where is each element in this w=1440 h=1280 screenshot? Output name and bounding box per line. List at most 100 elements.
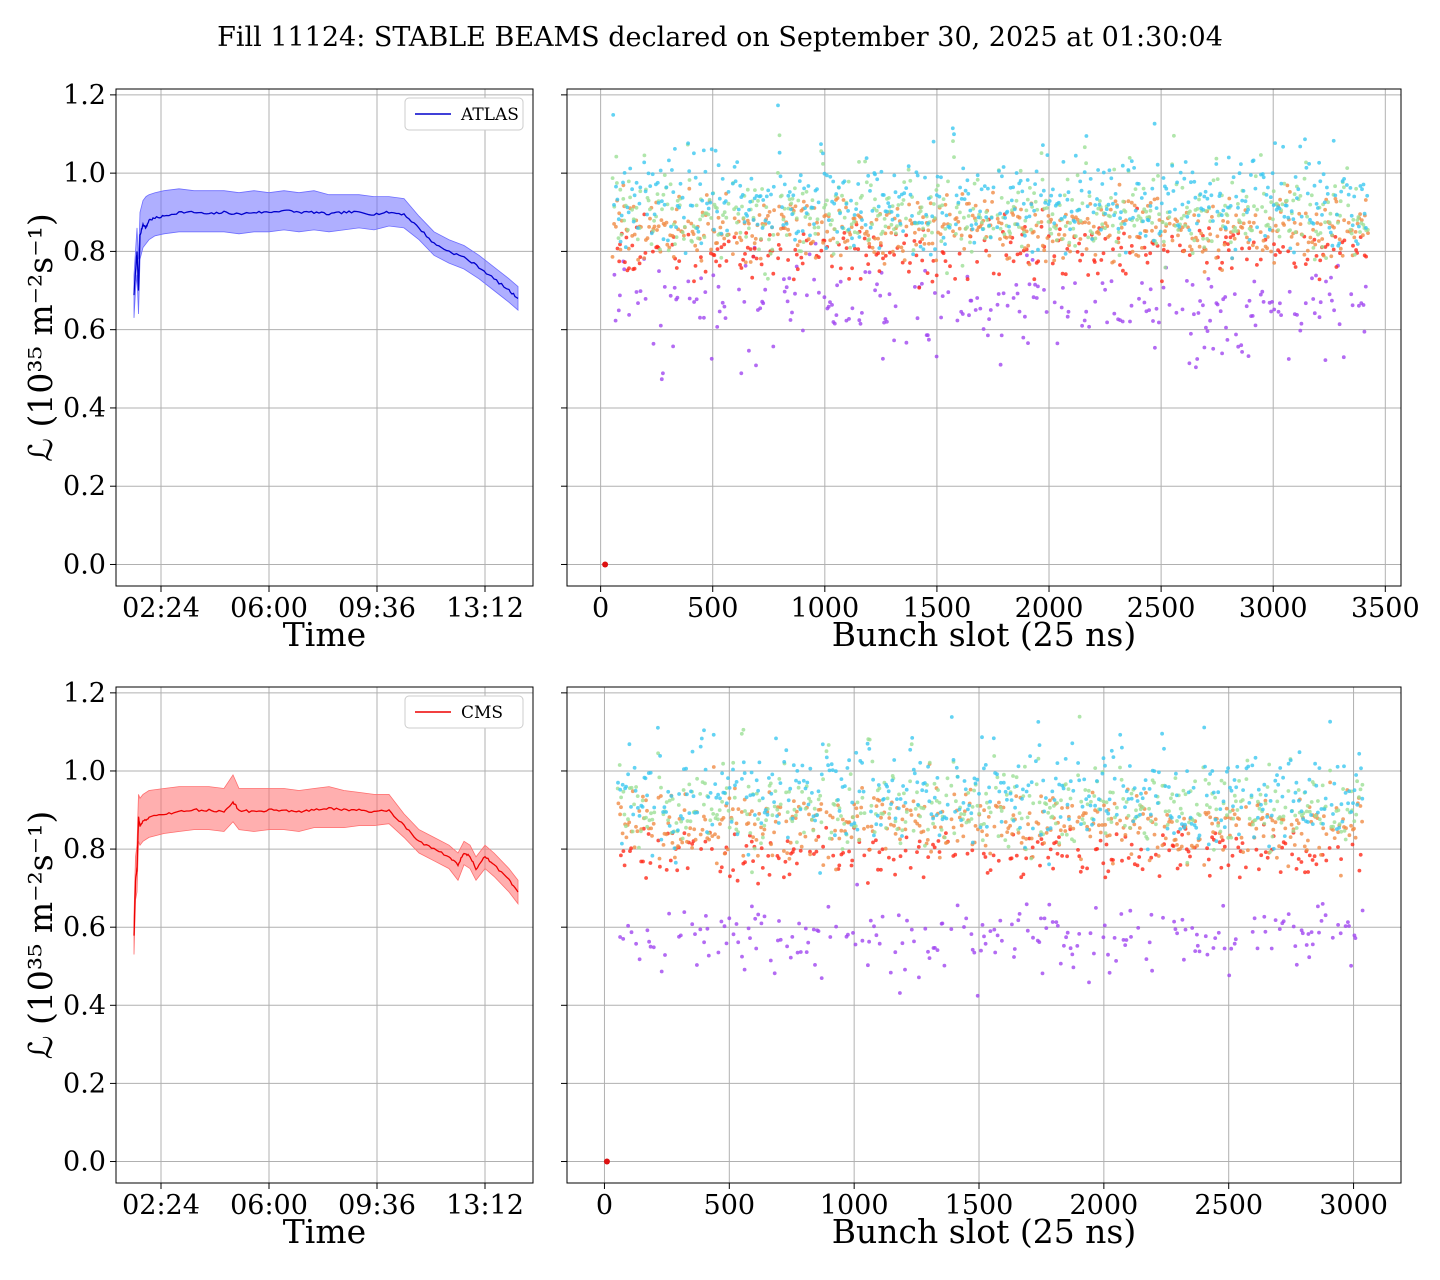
bunch-point: [1269, 249, 1273, 254]
bunch-point: [872, 796, 876, 800]
bunch-point: [1239, 162, 1243, 167]
bunch-point: [627, 313, 631, 317]
bunch-point: [970, 840, 975, 845]
bunch-point: [1176, 830, 1181, 834]
bunch-point: [1153, 345, 1157, 350]
bunch-point: [1240, 798, 1245, 802]
bunch-point: [838, 211, 842, 216]
bunch-point: [1102, 923, 1107, 928]
bunch-point: [819, 976, 824, 980]
bunch-point: [972, 950, 977, 955]
bunch-point: [1155, 162, 1160, 167]
bunch-point: [790, 310, 794, 315]
bunch-point: [691, 232, 696, 237]
bunch-point: [737, 235, 742, 240]
bunch-point: [743, 260, 748, 265]
bunch-point: [1059, 798, 1063, 803]
bunch-point: [1025, 928, 1030, 933]
bunch-point: [848, 232, 853, 237]
bunch-point: [918, 209, 923, 214]
luminosity-line: [133, 209, 519, 299]
bunch-point: [645, 212, 649, 217]
bunch-point: [676, 803, 681, 807]
bunch-point: [992, 927, 997, 932]
bunch-point: [772, 830, 776, 835]
bunch-point: [1209, 193, 1214, 198]
bunch-point: [1211, 946, 1216, 950]
bunch-point: [1180, 185, 1185, 190]
bunch-point: [1253, 213, 1258, 218]
bunch-point: [735, 160, 740, 165]
bunch-point: [1098, 807, 1103, 812]
bunch-point: [896, 913, 901, 918]
bunch-point: [1134, 808, 1138, 813]
bunch-point: [847, 317, 851, 321]
bunch-point: [930, 241, 935, 246]
bunch-point: [776, 232, 780, 237]
bunch-point: [864, 180, 869, 185]
bunch-point: [920, 237, 925, 242]
bunch-point: [972, 181, 977, 186]
bunch-point: [646, 832, 651, 836]
bunch-point: [1104, 207, 1109, 212]
bunch-point: [1313, 761, 1317, 766]
y-tick-label: 0.0: [63, 1147, 106, 1178]
bunch-point: [1098, 838, 1103, 843]
bunch-point: [1138, 216, 1143, 221]
bunch-point: [1153, 794, 1158, 798]
bunch-point: [962, 197, 967, 202]
bunch-point: [1166, 191, 1171, 196]
bunch-point: [982, 808, 986, 813]
bunch-point: [1008, 791, 1013, 796]
bunch-point: [1124, 800, 1129, 804]
bunch-point: [699, 276, 703, 281]
bunch-point: [1129, 159, 1134, 164]
bunch-point: [1341, 787, 1345, 791]
bunch-point: [793, 291, 797, 296]
bunch-point: [1244, 304, 1249, 309]
x-tick-label: 3500: [1351, 593, 1420, 624]
bunch-point: [932, 795, 937, 800]
bunch-point: [1097, 797, 1101, 802]
bunch-point: [1185, 214, 1190, 219]
bunch-point: [866, 963, 870, 968]
bunch-point: [698, 182, 703, 187]
x-tick-label: 13:12: [446, 1190, 524, 1221]
bunch-point: [936, 788, 940, 792]
bunch-point: [1123, 805, 1127, 809]
bunch-point: [739, 371, 744, 376]
bunch-point: [1267, 844, 1271, 849]
bunch-point: [1312, 257, 1317, 262]
bunch-point: [974, 222, 978, 226]
bunch-point: [1112, 776, 1117, 781]
bunch-point: [664, 800, 669, 804]
bunch-point: [684, 825, 688, 830]
bunch-point: [1031, 826, 1035, 831]
bunch-point: [711, 273, 716, 278]
bunch-point: [1180, 307, 1185, 312]
bunch-point: [1062, 824, 1067, 829]
bunch-point: [832, 803, 837, 807]
bunch-point: [1042, 288, 1046, 292]
bunch-point: [1146, 218, 1151, 223]
bunch-point: [967, 803, 972, 808]
bunch-point: [1205, 803, 1209, 807]
bunch-point: [1016, 764, 1021, 769]
bunch-point: [649, 826, 653, 831]
bunch-point: [761, 198, 766, 202]
bunch-point: [1355, 802, 1360, 807]
bunch-point: [1269, 813, 1274, 818]
bunch-point: [1338, 251, 1342, 256]
bunch-point: [679, 819, 684, 824]
bunch-point: [611, 113, 616, 117]
bunch-point: [662, 285, 667, 289]
bunch-point: [937, 850, 942, 854]
bunch-point: [618, 935, 622, 939]
bunch-point: [805, 780, 810, 785]
bunch-point: [1111, 858, 1115, 862]
bunch-point: [1182, 957, 1186, 962]
bunch-point: [867, 241, 872, 246]
atlas-legend: ATLAS: [404, 97, 524, 131]
bunch-point: [775, 807, 780, 812]
bunch-point: [690, 203, 695, 208]
